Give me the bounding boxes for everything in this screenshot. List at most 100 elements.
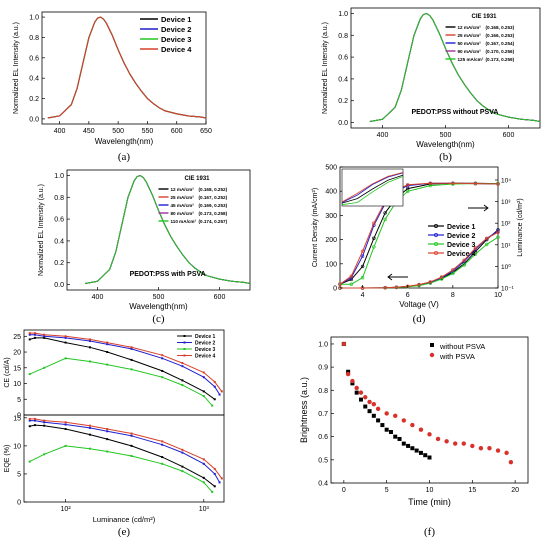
panel-c-annotation: PEDOT:PSS with PSVA <box>130 271 206 278</box>
panel-b-legend-coords: (0.167, 0.254) <box>486 41 515 46</box>
panel-d-y2-tick-label: 10⁻¹ <box>501 286 515 293</box>
panel-c-y-tick-label: 0.6 <box>54 217 64 224</box>
panel-e-y-tick-label: 5 <box>17 471 21 478</box>
panel-e-y-tick-label: 0 <box>17 413 21 420</box>
panel-a-xlabel: Wavelength(nm) <box>95 137 154 146</box>
panel-e-point <box>64 428 67 431</box>
panel-d-legend-label: Device 3 <box>447 242 476 249</box>
panel-d-y-tick-label: 100 <box>325 261 337 268</box>
panel-d-legend-marker <box>434 242 438 246</box>
panel-d-point <box>496 235 500 239</box>
panel-c-y-tick-label: 1.0 <box>54 173 64 180</box>
panel-e-point <box>64 444 67 447</box>
panel-e-point <box>28 333 31 336</box>
panel-d-legend-label: Device 1 <box>447 224 476 231</box>
panel-e-point <box>161 462 164 465</box>
panel-e-point <box>88 424 91 427</box>
panel-e-y-tick-label: 10 <box>13 381 21 388</box>
panel-a-x-tick-label: 500 <box>112 128 124 135</box>
panel-f-xlabel: Time (min) <box>408 497 451 507</box>
panel-f-point <box>358 390 364 395</box>
panel-b-legend-coords: (0.168, 0.253) <box>486 25 515 30</box>
panel-e-point <box>43 453 46 456</box>
panel-e-point <box>161 376 164 379</box>
panel-f-point <box>452 441 458 446</box>
panel-f-y-tick-label: 0.8 <box>318 388 328 395</box>
panel-d-point <box>406 189 410 193</box>
panel-d-y2-tick-label: 10² <box>501 221 511 228</box>
panel-c-y-tick-label: 0.2 <box>54 260 64 267</box>
panel-d-point <box>451 181 455 186</box>
panel-e-point <box>106 343 109 346</box>
panel-a-legend-label: Device 1 <box>161 15 191 24</box>
panel-b-y-tick-label: 0.2 <box>338 98 348 105</box>
panel-e-ylabel: EQE (%) <box>4 445 11 473</box>
panel-d-point <box>428 181 432 186</box>
panel-e-y-tick-label: 15 <box>13 415 21 422</box>
panel-f-point <box>354 390 359 395</box>
panel-f-ylabel: Brightness (a.u.) <box>299 377 309 443</box>
panel-a-x-tick-label: 600 <box>171 128 183 135</box>
panel-d-point <box>462 258 466 262</box>
panel-e-legend-label: Device 3 <box>195 347 216 353</box>
panel-d-x-tick-label: 6 <box>406 292 410 299</box>
panel-f-point <box>504 450 509 456</box>
panel-a-y-tick-label: 1.0 <box>29 15 39 22</box>
panel-d-inset-line <box>341 174 404 204</box>
panel-b-legend-label: 90 mA/cm² <box>458 49 482 54</box>
panel-f-point <box>341 341 347 347</box>
panel-b-x-tick-label: 400 <box>377 132 389 139</box>
panel-f-point <box>376 418 381 423</box>
panel-e-point <box>106 351 109 354</box>
panel-e-point <box>33 417 36 420</box>
panel-e-series-line <box>29 334 221 395</box>
panel-d-point <box>496 182 500 186</box>
panel-e-point <box>202 395 205 398</box>
panel-e-point <box>106 438 109 441</box>
panel-b-ylabel: Normalized EL Intensity (a.u.) <box>322 22 329 114</box>
panel-a-y-tick-label: 0.4 <box>29 76 39 83</box>
panel-f-x-tick-label: 10 <box>426 487 434 494</box>
panel-d-legend-marker <box>434 224 438 228</box>
panel-e-point <box>106 450 109 453</box>
panel-e-x-tick-label: 10² <box>61 506 72 513</box>
panel-a-series-line <box>47 16 207 119</box>
panel-e-point <box>28 460 31 463</box>
panel-e-series-line <box>29 445 213 493</box>
panel-d-arrow-right <box>468 204 489 212</box>
panel-e-point <box>106 363 109 366</box>
panel-e-point <box>161 354 164 357</box>
panel-d-caption: (d) <box>413 313 426 325</box>
panel-d-legend-marker <box>434 251 438 255</box>
panel-a-legend-label: Device 3 <box>161 35 191 44</box>
panel-f-point <box>354 385 359 391</box>
panel-e-point <box>28 332 31 335</box>
panel-d-point <box>372 236 376 240</box>
panel-d-y2label: Luminance (cd/m²) <box>517 198 524 256</box>
panel-e-point <box>202 476 205 479</box>
panel-e-point <box>213 472 216 475</box>
panel-d-point <box>485 236 489 241</box>
panel-f-point <box>363 404 368 409</box>
panel-e-y-tick-label: 15 <box>13 365 21 372</box>
panel-e-point <box>43 366 46 369</box>
panel-f-point <box>346 369 351 374</box>
panel-c-y-tick-label: 0.8 <box>54 195 64 202</box>
panel-e-point <box>33 332 36 335</box>
panel-e-point <box>130 358 133 361</box>
panel-e-point <box>211 404 214 407</box>
panel-f-point <box>367 409 372 414</box>
panel-d-point <box>394 285 399 289</box>
panel-e-point <box>202 371 205 374</box>
panel-e-point <box>106 430 109 433</box>
panel-d-y-tick-label: 300 <box>325 213 337 220</box>
panel-d-point <box>451 271 455 276</box>
panel-f-point <box>401 418 407 423</box>
panel-e-point <box>64 423 67 426</box>
panel-e-point <box>218 481 221 484</box>
panel-d-y2-tick-label: 10¹ <box>501 242 511 249</box>
panel-e-point <box>64 341 67 344</box>
panel-f-point <box>423 453 428 458</box>
panel-e-point <box>88 340 91 343</box>
panel-e-point <box>161 357 164 360</box>
